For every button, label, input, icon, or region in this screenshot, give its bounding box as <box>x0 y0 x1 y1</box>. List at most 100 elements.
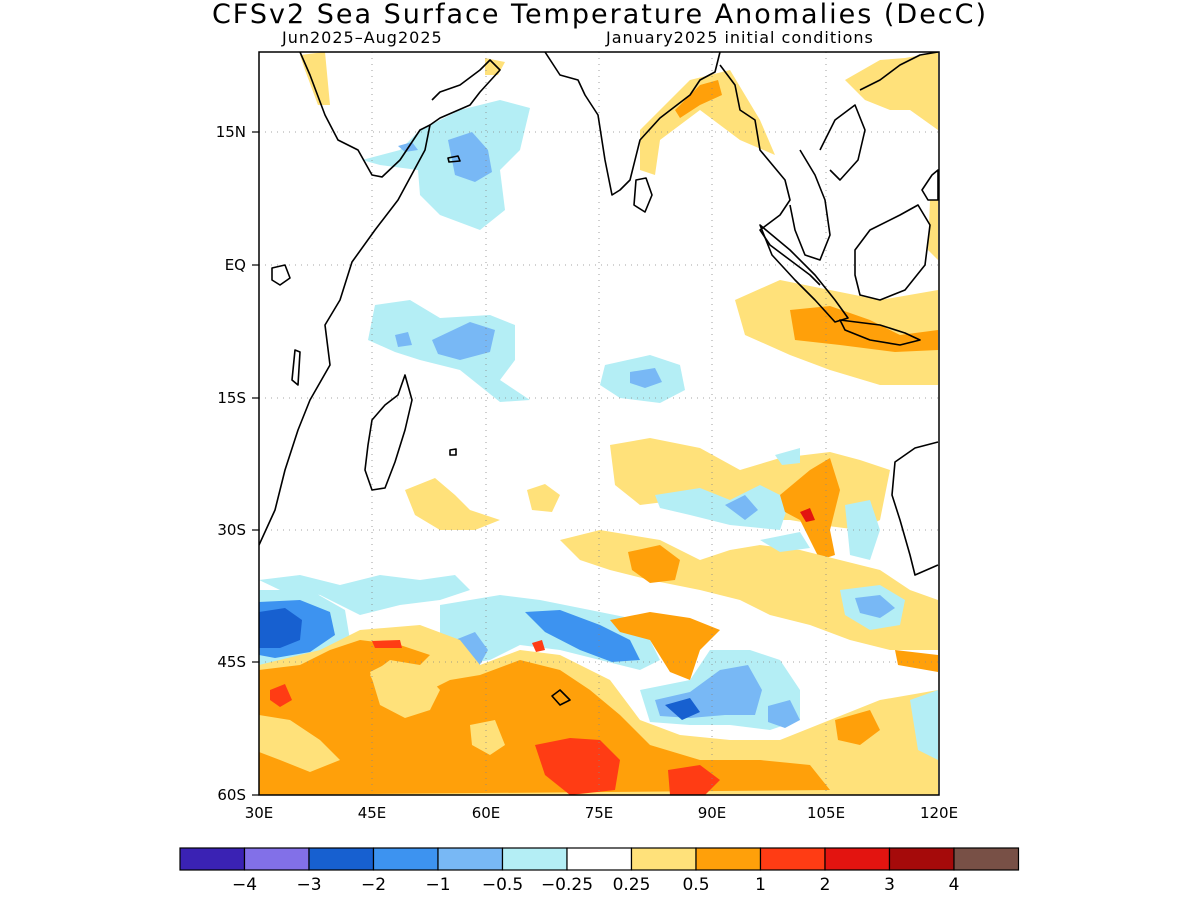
anomaly-region <box>270 684 292 707</box>
lat-tick-label: 45S <box>217 653 246 671</box>
anomaly-region <box>532 640 545 652</box>
lat-tick-label: 15N <box>216 123 246 141</box>
philippines <box>921 169 939 201</box>
anomaly-region <box>362 100 530 230</box>
colorbar-swatch <box>243 847 310 871</box>
java <box>839 319 921 346</box>
colorbar-label: 4 <box>949 875 960 895</box>
anomaly-region <box>527 484 560 512</box>
colorbar-label: −4 <box>232 875 257 895</box>
anomaly-region <box>485 58 505 75</box>
sri-lanka <box>633 177 653 213</box>
lon-tick-label: 60E <box>472 804 501 822</box>
colorbar-swatch <box>824 847 891 871</box>
map-frame <box>258 51 940 796</box>
colorbar-label: −3 <box>296 875 321 895</box>
anomaly-region <box>668 765 720 795</box>
anomaly-region <box>448 132 492 182</box>
forecast-period: Jun2025–Aug2025 <box>282 28 443 47</box>
anomaly-region <box>845 52 938 130</box>
colorbar-swatch <box>695 847 762 871</box>
lat-tick-label: 30S <box>217 521 246 539</box>
colorbar-label: 1 <box>755 875 766 895</box>
colorbar-label: 0.25 <box>613 875 651 895</box>
map-title: CFSv2 Sea Surface Temperature Anomalies … <box>211 0 989 30</box>
borneo <box>854 204 931 301</box>
anomaly-region <box>259 608 302 648</box>
colorbar-swatch <box>953 847 1020 871</box>
colorbar-label: −0.25 <box>541 875 593 895</box>
anomaly-region <box>835 710 880 745</box>
lake-victoria <box>271 264 291 286</box>
colorbar-label: −0.5 <box>482 875 523 895</box>
longitude-labels: 30E 45E 60E 75E 90E 105E 120E <box>245 804 958 822</box>
anomaly-region <box>432 322 495 360</box>
anomaly-region <box>370 662 440 718</box>
mauritius <box>449 448 457 456</box>
lat-tick-label: 15S <box>217 389 246 407</box>
socotra <box>447 155 461 163</box>
anomaly-region <box>395 332 412 347</box>
lon-tick-label: 105E <box>807 804 845 822</box>
latitude-labels: 15N EQ 15S 30S 45S 60S <box>216 123 246 804</box>
anomaly-region <box>259 575 470 615</box>
anomaly-region <box>655 485 790 530</box>
anomaly-region <box>928 200 938 260</box>
colorbar-swatch <box>630 847 697 871</box>
colorbar-swatch <box>179 847 246 871</box>
colorbar: −4 −3 −2 −1 −0.5 −0.25 0.25 0.5 1 2 3 4 <box>179 847 1020 895</box>
anomaly-region <box>630 368 662 388</box>
anomaly-region <box>845 500 880 560</box>
africa-coast <box>259 52 431 546</box>
india-coast <box>544 52 721 196</box>
anomaly-region <box>725 495 758 520</box>
colorbar-label: −2 <box>361 875 386 895</box>
anomaly-region <box>372 640 402 648</box>
colorbar-swatch <box>759 847 826 871</box>
anomaly-region <box>525 610 640 662</box>
anomaly-region <box>855 595 895 618</box>
comoros <box>291 349 301 386</box>
anomaly-region <box>800 508 815 522</box>
anomaly-region <box>790 306 938 352</box>
anomaly-region <box>910 690 938 760</box>
madagascar <box>364 374 413 491</box>
anomaly-region <box>895 650 938 672</box>
anomaly-region <box>535 738 620 795</box>
australia-coast <box>891 441 939 576</box>
anomaly-region <box>259 715 340 772</box>
malay-peninsula <box>789 149 831 261</box>
anomaly-region <box>640 70 775 175</box>
lon-tick-label: 75E <box>585 804 614 822</box>
anomaly-region <box>768 700 800 728</box>
colorbar-label: 2 <box>820 875 831 895</box>
anomaly-region <box>610 612 720 680</box>
arabia-coast <box>429 59 501 126</box>
colorbar-label: 0.5 <box>682 875 709 895</box>
colorbar-label: 3 <box>884 875 895 895</box>
anomaly-region <box>665 698 700 720</box>
lat-tick-label: EQ <box>225 256 246 274</box>
kerguelen <box>551 689 571 706</box>
colorbar-swatch <box>501 847 568 871</box>
lon-tick-label: 120E <box>920 804 958 822</box>
anomaly-region <box>470 720 505 755</box>
anomaly-region <box>775 448 800 465</box>
china-coast <box>859 52 939 91</box>
colorbar-swatch <box>372 847 439 871</box>
anomaly-region <box>628 545 680 583</box>
indochina-coast <box>819 104 866 181</box>
anomaly-region <box>300 52 330 105</box>
colorbar-swatch <box>566 847 633 871</box>
anomaly-region <box>259 640 830 795</box>
lon-tick-label: 30E <box>245 804 274 822</box>
lon-tick-label: 90E <box>698 804 727 822</box>
anomaly-fields <box>259 52 938 795</box>
anomaly-region <box>675 80 722 118</box>
anomaly-region <box>405 478 500 530</box>
myanmar-coast <box>719 64 821 286</box>
tick-marks <box>252 131 259 796</box>
colorbar-swatch <box>437 847 504 871</box>
initial-conditions: January2025 initial conditions <box>606 28 874 47</box>
